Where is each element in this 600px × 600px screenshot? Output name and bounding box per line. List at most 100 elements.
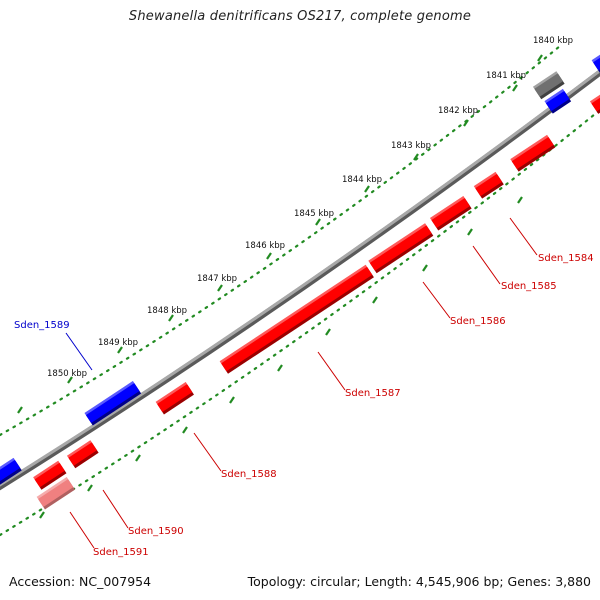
gene-block-highlight	[533, 71, 558, 89]
leader-line-sden-1591	[69, 511, 95, 549]
inner-major-tick	[39, 511, 45, 519]
scale-tick-label: 1844 kbp	[342, 175, 382, 185]
scale-tick-label: 1841 kbp	[486, 71, 526, 81]
gene-label-sden-1586[interactable]: Sden_1586	[450, 316, 506, 327]
inner-major-tick	[229, 396, 235, 404]
gene-block-face	[510, 134, 554, 170]
scale-tick-label: 1846 kbp	[245, 241, 285, 251]
genome-backbone-shadow	[0, 68, 600, 491]
gene-block-left-reverse[interactable]	[0, 457, 22, 485]
scale-tick-label: 1845 kbp	[294, 209, 334, 219]
gene-label-sden-1590[interactable]: Sden_1590	[128, 526, 184, 537]
gene-block-face	[33, 460, 65, 488]
inner-major-tick	[372, 296, 378, 304]
scale-dots	[0, 44, 600, 537]
gene-block-right-reverse[interactable]	[544, 88, 572, 114]
gene-block-sden-1585[interactable]	[430, 195, 472, 231]
outer-major-tick	[315, 218, 321, 226]
gene-label-sden-1587[interactable]: Sden_1587	[345, 388, 401, 399]
leader-line-sden-1590	[102, 489, 129, 529]
gene-block-face	[368, 223, 432, 271]
gene-block-grey-feature[interactable]	[533, 71, 565, 100]
gene-block-sden-1584[interactable]	[473, 171, 504, 199]
gene-block-face	[544, 88, 570, 112]
outer-major-tick	[217, 284, 223, 292]
gene-block-highlight	[84, 380, 135, 416]
outer-major-tick	[537, 54, 543, 62]
inner-major-tick	[182, 426, 188, 434]
inner-major-tick	[325, 328, 331, 336]
gene-block-face	[473, 171, 503, 197]
gene-block-face	[533, 71, 563, 97]
genome-summary: Topology: circular; Length: 4,545,906 bp…	[247, 574, 591, 589]
gene-label-sden-1589[interactable]: Sden_1589	[14, 320, 70, 331]
gene-block-edge-forward[interactable]	[590, 92, 600, 114]
scale-tick-label: 1843 kbp	[391, 141, 431, 151]
outer-dotted-arc	[0, 44, 562, 437]
outer-major-tick	[17, 406, 23, 414]
gene-block-face	[0, 457, 21, 483]
gene-block-sden-1591[interactable]	[36, 477, 75, 510]
inner-major-tick	[87, 484, 93, 492]
gene-block-face	[36, 477, 74, 507]
gene-block-edge-reverse[interactable]	[591, 53, 600, 73]
gene-block-highlight	[544, 88, 565, 104]
accession-label: Accession: NC_007954	[9, 574, 152, 589]
gene-block-highlight	[67, 440, 92, 458]
gene-block-highlight	[510, 134, 549, 162]
gene-block-face	[430, 195, 470, 229]
gene-block-sden-1590b[interactable]	[33, 460, 67, 490]
leader-line-sden-1585	[472, 245, 501, 285]
gene-block-sden-1588[interactable]	[155, 382, 194, 415]
gene-block-highlight	[430, 195, 465, 221]
outer-major-tick	[413, 153, 419, 161]
inner-major-tick	[467, 228, 473, 236]
outer-major-tick	[266, 252, 272, 260]
leader-line-sden-1584	[509, 217, 538, 256]
scale-tick-label: 1847 kbp	[197, 274, 237, 284]
gene-label-sden-1584[interactable]: Sden_1584	[538, 253, 594, 264]
gene-block-face	[155, 382, 193, 412]
inner-dotted-arc	[0, 108, 600, 537]
inner-major-tick	[517, 196, 523, 204]
gene-block-highlight	[368, 223, 427, 263]
gene-block-sden-1590[interactable]	[67, 440, 99, 469]
gene-label-sden-1588[interactable]: Sden_1588	[221, 469, 277, 480]
gene-block-highlight	[155, 382, 188, 405]
inner-major-tick	[135, 454, 141, 462]
inner-major-tick	[277, 364, 283, 372]
gene-block-highlight	[590, 92, 600, 104]
outer-major-tick	[463, 119, 469, 127]
gene-block-sden-1587[interactable]	[219, 264, 374, 374]
outer-major-tick	[117, 346, 123, 354]
gene-block-highlight	[0, 457, 15, 475]
gene-block-highlight	[219, 264, 368, 364]
gene-block-next-forward[interactable]	[510, 134, 556, 172]
outer-major-tick	[364, 185, 370, 193]
gene-label-sden-1591[interactable]: Sden_1591	[93, 547, 149, 558]
outer-major-tick	[168, 314, 174, 322]
leader-line-sden-1587	[317, 351, 346, 391]
gene-block-highlight	[473, 171, 497, 189]
outer-major-tick	[67, 376, 73, 384]
gene-block-highlight	[591, 53, 600, 63]
scale-tick-label: 1850 kbp	[47, 369, 87, 379]
gene-block-face	[84, 380, 140, 424]
genome-backbone	[0, 68, 600, 487]
leader-line-sden-1588	[193, 432, 222, 472]
map-title: Shewanella denitrificans OS217, complete…	[128, 9, 472, 24]
gene-block-face	[219, 264, 373, 372]
gene-block-sden-1586[interactable]	[368, 223, 434, 274]
gene-block-sden-1589[interactable]	[84, 380, 142, 426]
inner-major-tick	[422, 264, 428, 272]
scale-tick-label: 1848 kbp	[147, 306, 187, 316]
gene-block-face	[67, 440, 97, 466]
leader-line-sden-1589	[65, 332, 93, 371]
scale-tick-label: 1842 kbp	[438, 106, 478, 116]
gene-block-face	[590, 92, 600, 112]
outer-major-tick	[512, 84, 518, 92]
gene-label-sden-1585[interactable]: Sden_1585	[501, 281, 557, 292]
gene-block-highlight	[36, 477, 69, 500]
gene-block-highlight	[33, 460, 60, 480]
